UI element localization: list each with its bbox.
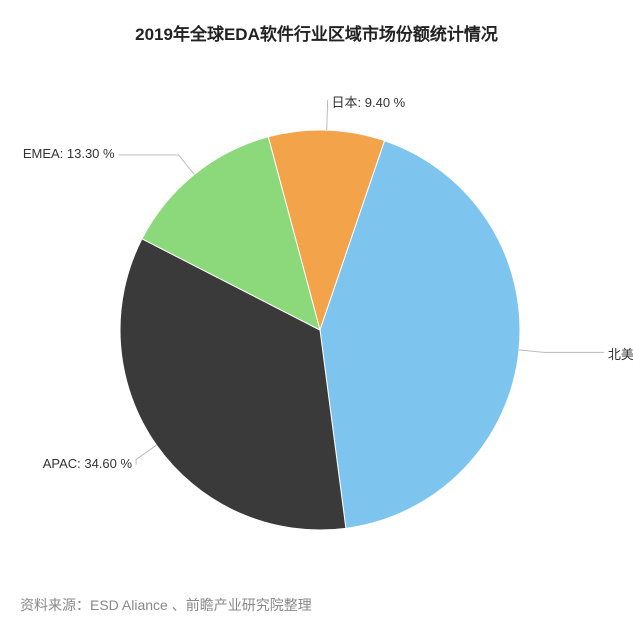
slice-label-日本: 日本: 9.40 % [332, 92, 406, 111]
leader-line [519, 350, 604, 352]
chart-container: 2019年全球EDA软件行业区域市场份额统计情况 日本: 9.40 % 北美: 4… [0, 0, 633, 635]
pie-chart: 日本: 9.40 % 北美: 42.70 % APAC: 34.60 % EMEA: … [0, 60, 633, 580]
slice-label-APAC: APAC: 34.60 % [43, 456, 132, 471]
leader-line [136, 445, 156, 464]
leader-line [327, 100, 328, 130]
slice-label-北美: 北美: 42.70 % [608, 344, 633, 363]
leader-line [119, 155, 195, 174]
slice-label-EMEA: EMEA: 13.30 % [23, 146, 115, 161]
chart-title: 2019年全球EDA软件行业区域市场份额统计情况 [0, 20, 633, 45]
source-text: 资料来源：ESD Aliance 、前瞻产业研究院整理 [20, 595, 312, 615]
